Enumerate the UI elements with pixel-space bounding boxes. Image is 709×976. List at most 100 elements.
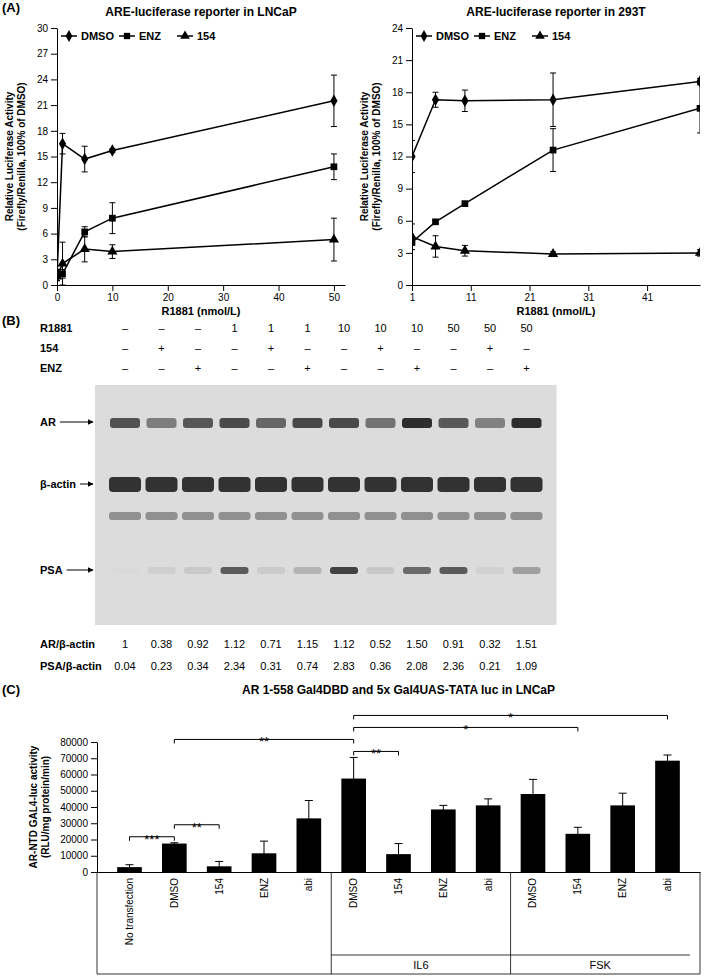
x-axis-tick: DMSO (527, 872, 538, 908)
legend-label: ENZ (494, 30, 516, 42)
band (219, 477, 251, 492)
error-bar (574, 827, 582, 840)
y-axis-tick: 12 (392, 151, 412, 162)
band (474, 477, 506, 492)
y-axis-tick: 0 (42, 280, 57, 291)
error-bar (170, 843, 178, 845)
chart-title: ARE-luciferase reporter in LNCaP (105, 5, 296, 19)
y-axis-title-line: (RLU/mg protein/min) (40, 756, 51, 858)
y-axis-tick-mark (91, 742, 97, 743)
condition-value: – (195, 342, 202, 354)
band (182, 477, 214, 492)
x-axis-tick: 41 (642, 285, 654, 303)
ratio-value: 1.15 (297, 638, 318, 650)
legend-label: 154 (552, 30, 571, 42)
point (330, 95, 337, 107)
y-axis-tick-label: 6 (397, 215, 403, 226)
y-axis: 03691215182124 (392, 23, 413, 291)
y-axis-tick-label: 70000 (60, 753, 88, 764)
y-axis-tick-label: 80000 (60, 737, 88, 748)
x-axis-tick: No transfection (124, 872, 135, 945)
error-bar (82, 146, 88, 172)
x-axis: 01020304050 (55, 285, 346, 303)
x-axis-tick-mark (279, 285, 280, 291)
point (696, 75, 700, 87)
band (219, 512, 251, 520)
x-axis-tick: abi (662, 872, 673, 891)
legend-label: DMSO (81, 30, 114, 42)
ratio-value: 0.52 (370, 638, 391, 650)
ratio-value: 0.31 (260, 660, 281, 672)
ratio-value: 2.83 (333, 660, 354, 672)
x-axis-tick-mark (168, 285, 169, 291)
point (107, 246, 117, 255)
condition-value: 1 (304, 322, 310, 334)
error-bar (305, 801, 313, 837)
y-axis-tick-label: 60000 (60, 769, 88, 780)
point (331, 163, 338, 170)
y-axis-tick-label: 15 (37, 151, 49, 162)
x-axis-tick: ENZ (438, 872, 449, 898)
line-chart: ARE-luciferase reporter in 293T111213141… (359, 5, 705, 317)
y-axis-tick-mark (406, 157, 412, 158)
band (255, 477, 287, 492)
x-axis-tick-mark (112, 285, 113, 291)
y-axis-tick: 18 (37, 126, 57, 137)
x-axis-tick: 31 (583, 285, 595, 303)
band (184, 567, 212, 574)
y-axis: 0100002000030000400005000060000700008000… (60, 737, 97, 878)
y-axis-tick-label: 3 (42, 254, 48, 265)
ratio-label: PSA/β-actin (40, 660, 102, 672)
y-axis-tick: 70000 (60, 753, 97, 764)
band (257, 567, 285, 574)
y-axis-tick-mark (51, 259, 57, 260)
band (146, 477, 178, 492)
ratio-value: 0.23 (151, 660, 172, 672)
x-axis-tick-label: 0 (55, 292, 61, 303)
point (412, 231, 417, 240)
series (412, 73, 700, 173)
error-bar (331, 154, 337, 180)
band (513, 567, 541, 574)
x-axis-tick-label: abi (662, 878, 673, 891)
band (292, 477, 324, 492)
series-line (57, 167, 334, 274)
y-axis-tick-mark (51, 79, 57, 80)
y-axis-tick-mark (406, 189, 412, 190)
y-axis-tick-label: 21 (392, 55, 404, 66)
y-axis-tick: 9 (397, 183, 412, 194)
legend-item: DMSO (61, 30, 114, 42)
band-label: AR (40, 416, 56, 428)
band (255, 512, 287, 520)
y-axis-tick-label: 30 (37, 23, 49, 34)
error-bar (60, 133, 66, 154)
condition-value: – (377, 362, 384, 374)
y-axis-tick: 12 (37, 177, 57, 188)
y-axis-tick: 30000 (60, 818, 97, 829)
series-line (412, 82, 700, 157)
condition-value: – (122, 362, 129, 374)
bar (162, 844, 187, 872)
band-arrow (60, 422, 93, 423)
error-bar (529, 779, 537, 808)
condition-value: + (195, 362, 201, 374)
y-axis-title-line: (Firefly/Renilla, 100% of DMSO) (371, 82, 382, 230)
condition-value: – (414, 342, 421, 354)
y-axis-tick-mark (51, 131, 57, 132)
y-axis-tick: 30 (37, 23, 57, 34)
band-arrow (80, 484, 93, 485)
band (438, 512, 470, 520)
point (80, 243, 90, 252)
y-axis-tick-label: 18 (392, 87, 404, 98)
ratio-value: 1.50 (406, 638, 427, 650)
y-axis-tick: 24 (392, 23, 412, 34)
point (549, 94, 556, 106)
bar (655, 761, 680, 872)
x-axis-tick-mark (223, 285, 224, 291)
x-axis-tick: abi (303, 872, 314, 891)
y-axis-tick-label: 24 (37, 74, 49, 85)
y-axis-title-line: (Firefly/Renilla, 100% of DMSO) (16, 82, 27, 230)
ratio-value: 0.91 (443, 638, 464, 650)
ratio-value: 0.36 (370, 660, 391, 672)
x-axis: No transfectionDMSO154ENZabiDMSO154ENZab… (98, 872, 701, 945)
